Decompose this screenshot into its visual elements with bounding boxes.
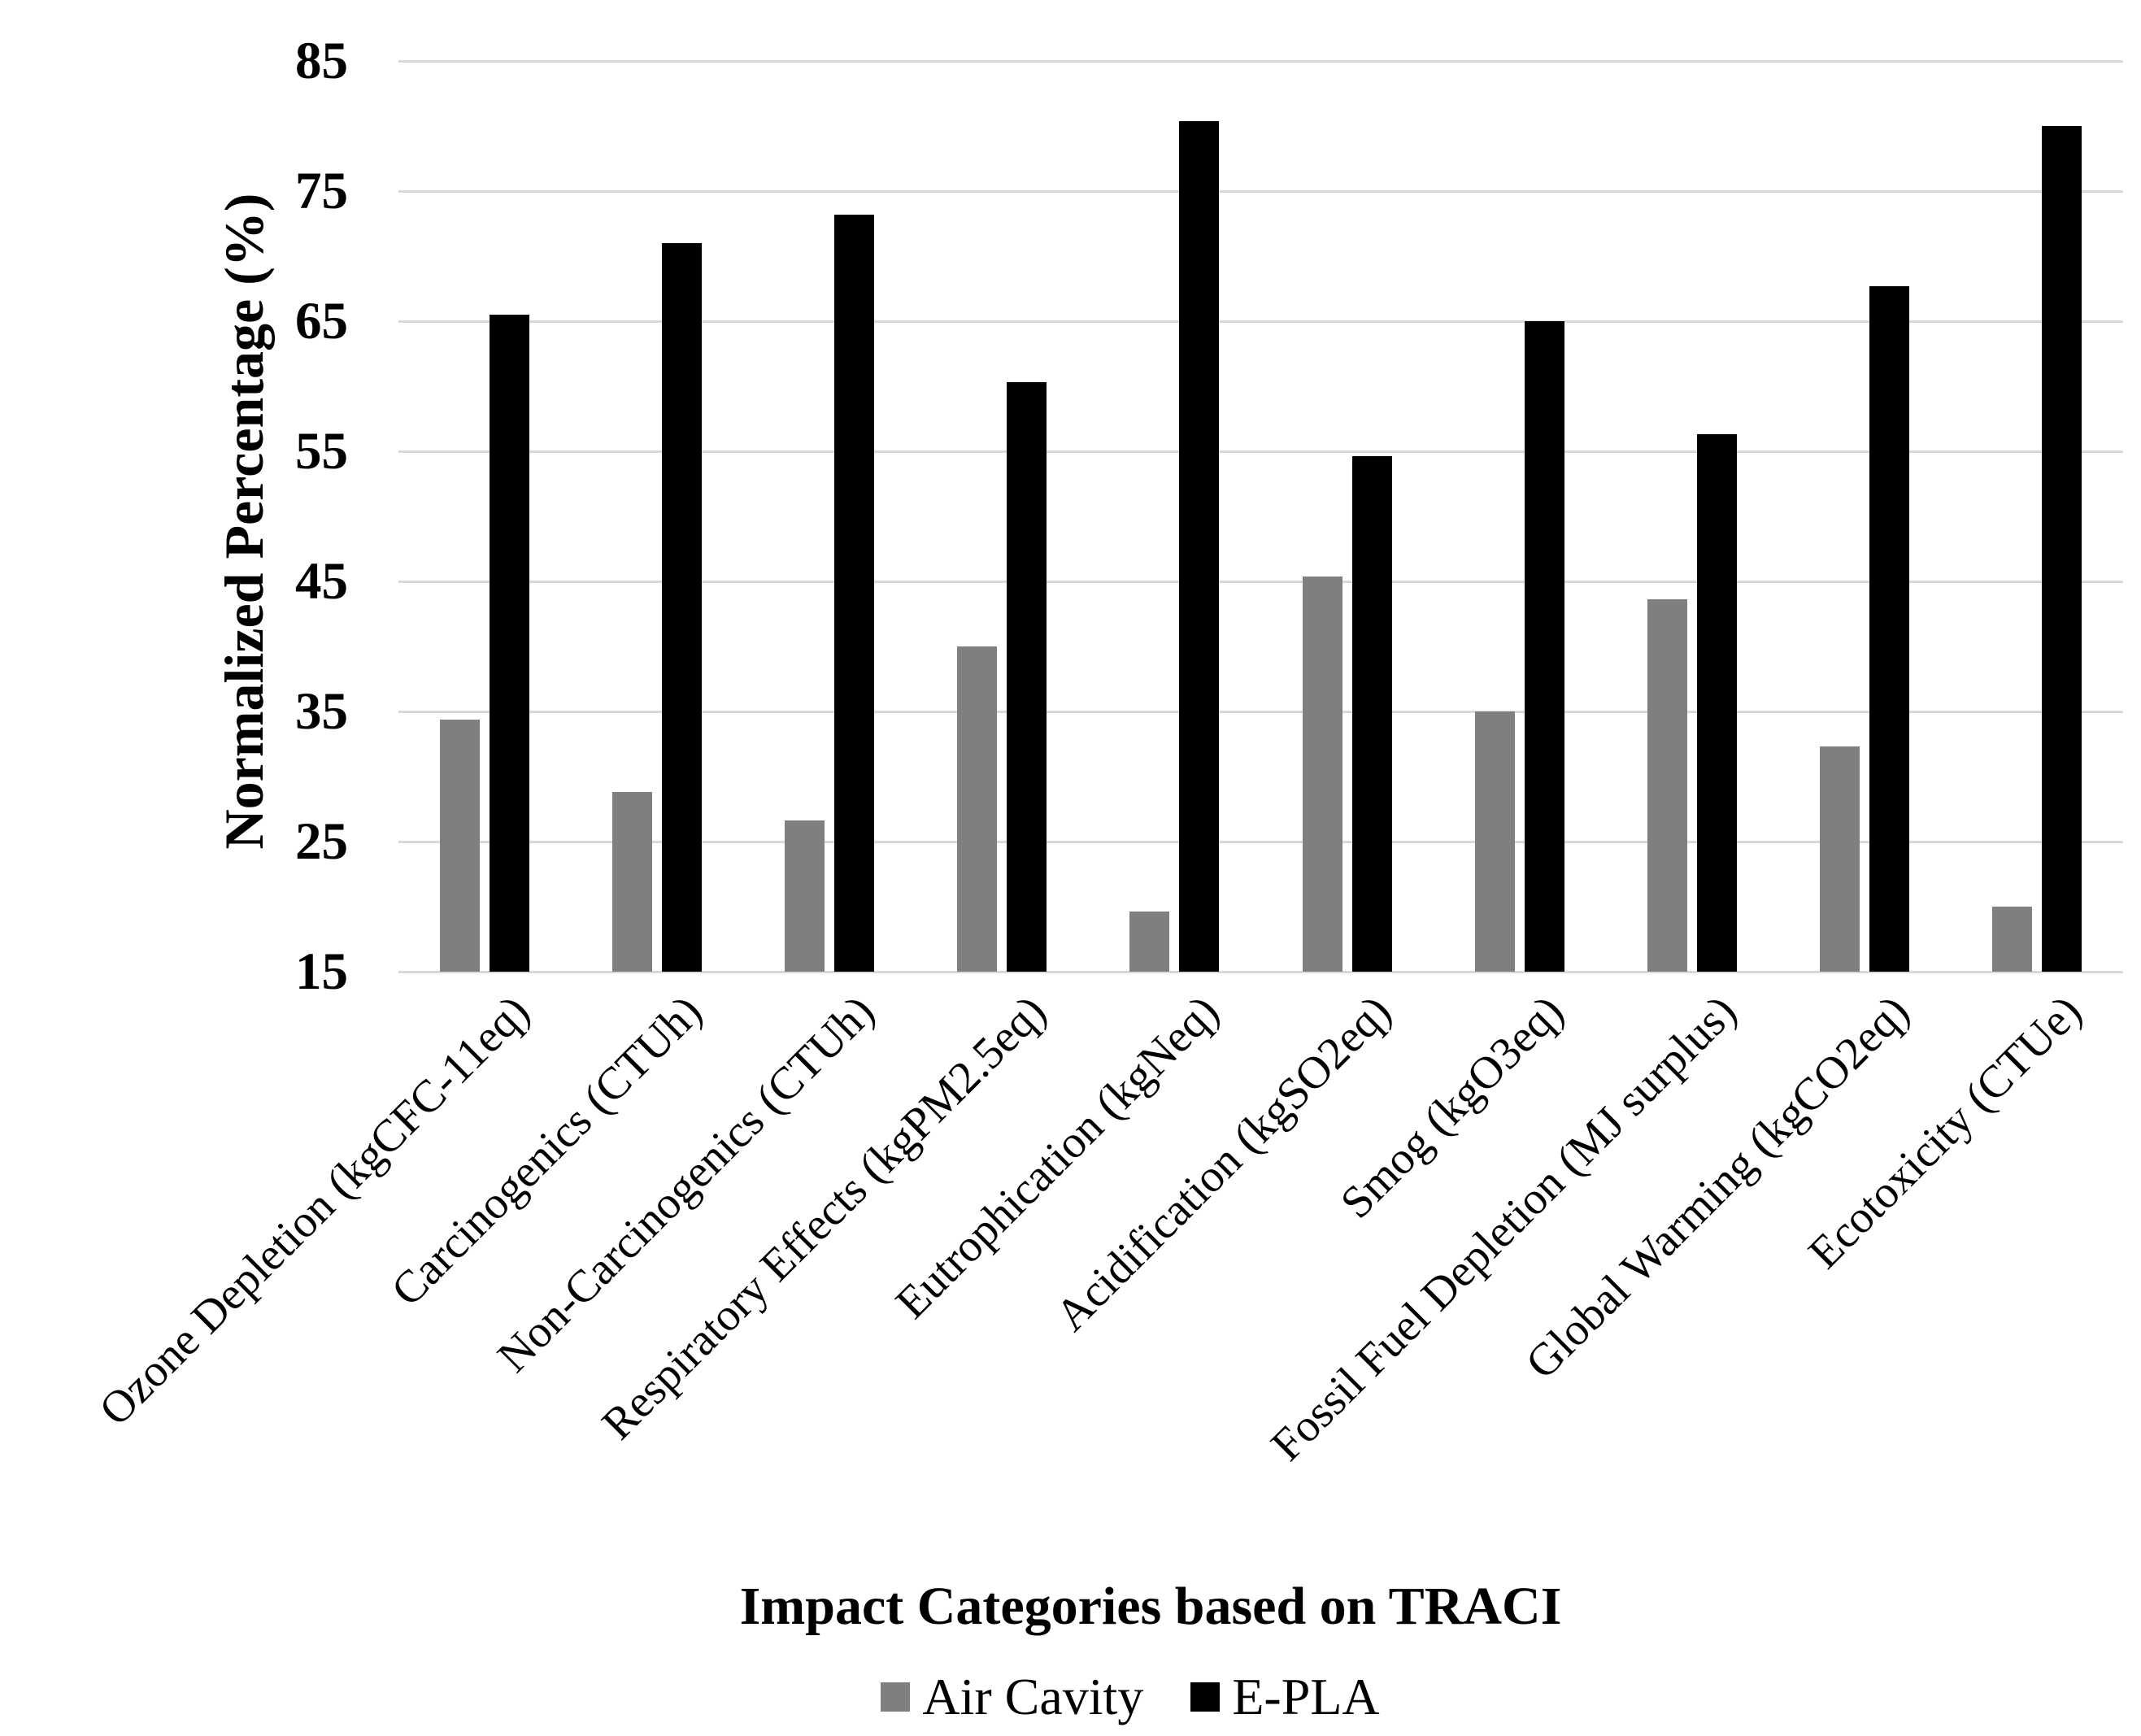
legend-item-air-cavity: Air Cavity <box>881 1669 1143 1725</box>
gridline-25 <box>398 841 2123 843</box>
y-tick-label-65: 65 <box>295 292 348 350</box>
bar-air-cavity-9 <box>1820 746 1860 972</box>
gridline-65 <box>398 320 2123 323</box>
gridline-85 <box>398 60 2123 63</box>
bar-e-pla-7 <box>1525 321 1564 972</box>
x-axis-title: Impact Categories based on TRACI <box>739 1577 1562 1636</box>
bar-air-cavity-8 <box>1647 599 1687 972</box>
bar-e-pla-4 <box>1007 382 1047 972</box>
bar-e-pla-8 <box>1697 434 1737 972</box>
x-category-label-6: Acidification (kgSO2eq) <box>1046 985 1402 1342</box>
bar-air-cavity-2 <box>612 792 652 972</box>
bar-air-cavity-5 <box>1129 912 1169 972</box>
y-tick-label-45: 45 <box>295 552 348 611</box>
y-tick-label-25: 25 <box>295 812 348 871</box>
bar-e-pla-5 <box>1179 121 1219 972</box>
gridline-15 <box>398 971 2123 973</box>
bar-e-pla-6 <box>1352 456 1392 972</box>
gridline-75 <box>398 190 2123 193</box>
y-tick-label-85: 85 <box>295 32 348 90</box>
bar-air-cavity-1 <box>440 720 480 972</box>
bar-air-cavity-4 <box>957 646 997 972</box>
bar-e-pla-9 <box>1869 286 1909 972</box>
gridline-35 <box>398 711 2123 713</box>
legend-swatch-icon <box>881 1682 911 1712</box>
y-tick-label-35: 35 <box>295 682 348 741</box>
bar-e-pla-2 <box>662 243 702 972</box>
x-category-label-2: Carcinogenics (CTUh) <box>381 985 711 1316</box>
legend-label: E-PLA <box>1232 1668 1380 1725</box>
legend-label: Air Cavity <box>922 1668 1144 1725</box>
legend: Air Cavity E-PLA <box>317 1669 1943 1725</box>
bar-air-cavity-3 <box>785 820 825 972</box>
gridline-55 <box>398 450 2123 453</box>
bar-air-cavity-10 <box>1992 907 2032 972</box>
y-tick-label-15: 15 <box>295 942 348 1001</box>
y-tick-label-75: 75 <box>295 162 348 220</box>
legend-item-e-pla: E-PLA <box>1190 1668 1380 1725</box>
x-category-label-5: Eutrophication (kgNeq) <box>886 985 1229 1329</box>
bar-e-pla-3 <box>834 215 874 972</box>
bar-e-pla-10 <box>2042 126 2082 972</box>
y-tick-label-55: 55 <box>295 422 348 481</box>
bar-air-cavity-6 <box>1303 576 1342 972</box>
legend-swatch-icon <box>1190 1682 1221 1712</box>
bar-e-pla-1 <box>490 315 529 972</box>
bar-air-cavity-7 <box>1475 711 1515 972</box>
gridline-45 <box>398 581 2123 583</box>
